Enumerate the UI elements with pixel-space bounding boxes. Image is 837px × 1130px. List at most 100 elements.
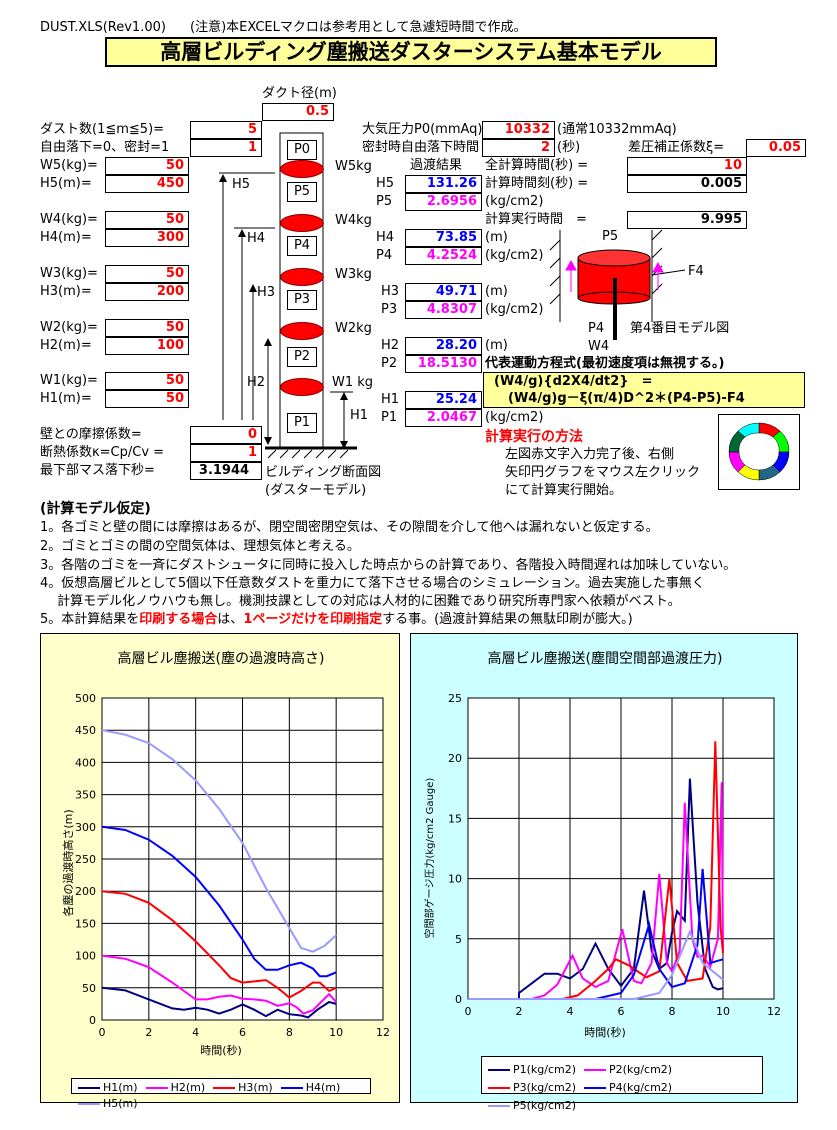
series-line-p5kgcm2 bbox=[468, 928, 724, 1000]
y-tick-label: 200 bbox=[75, 885, 96, 898]
y-tick-label: 300 bbox=[75, 821, 96, 834]
h4-label: H4(m)= bbox=[40, 230, 92, 245]
total-time-label: 全計算時間(秒) = bbox=[485, 158, 589, 173]
legend-swatch bbox=[584, 1069, 607, 1071]
legend-label: P1(kg/cm2) bbox=[513, 1063, 577, 1076]
kappa-label: 断熱係数κ=Cp/Cv = bbox=[40, 445, 165, 460]
legend-label: P4(kg/cm2) bbox=[609, 1081, 673, 1094]
legend-label: P3(kg/cm2) bbox=[513, 1081, 577, 1094]
unit-h4: (m) bbox=[485, 230, 508, 245]
kappa-input[interactable]: 1 bbox=[190, 444, 262, 462]
height-label-h2: H2 bbox=[247, 375, 266, 390]
chart-title: 高層ビル塵搬送(塵間空間部過渡圧力) bbox=[487, 651, 723, 667]
w5-input[interactable]: 50 bbox=[105, 157, 189, 175]
series-line-h3m bbox=[101, 890, 337, 999]
emphasis: 1ページだけを印刷指定 bbox=[243, 612, 383, 627]
result-h5: 131.26 bbox=[405, 175, 482, 193]
space-box-p4: P4 bbox=[287, 236, 317, 256]
dust-disc-w4 bbox=[280, 214, 324, 232]
x-tick-label: 4 bbox=[192, 1026, 199, 1039]
series-line-h1m bbox=[101, 986, 337, 1019]
h4-input[interactable]: 300 bbox=[105, 229, 189, 247]
w1-label: W1(kg)= bbox=[40, 373, 98, 388]
total-time-input[interactable]: 10 bbox=[627, 157, 747, 175]
weight-label-w3: W3kg bbox=[335, 267, 372, 282]
y-tick-label: 15 bbox=[448, 812, 462, 825]
xi-label: 差圧補正係数ξ= bbox=[628, 140, 725, 155]
w1-input[interactable]: 50 bbox=[105, 372, 189, 390]
diagram-caption: ビルディング断面図 bbox=[265, 465, 382, 480]
w4-input[interactable]: 50 bbox=[105, 211, 189, 229]
model-f4-label: F4 bbox=[688, 264, 704, 279]
p0-label: 大気圧力P0(mmAq)= bbox=[362, 122, 494, 137]
dust-count-input[interactable]: 5 bbox=[190, 121, 262, 139]
assumptions-title: (計算モデル仮定) bbox=[40, 501, 151, 517]
series-line-h2m bbox=[101, 954, 337, 1015]
x-tick-label: 10 bbox=[329, 1026, 343, 1039]
friction-input[interactable]: 0 bbox=[190, 426, 262, 444]
xi-input[interactable]: 0.05 bbox=[746, 139, 806, 157]
x-tick-label: 8 bbox=[286, 1026, 293, 1039]
assumption-item: 4。仮想高層ビルとして5個以下任意数ダストを重力にて落下させる場合のシミュレーシ… bbox=[40, 576, 705, 591]
x-tick-label: 4 bbox=[567, 1005, 574, 1018]
result-p1: 2.0467 bbox=[405, 409, 482, 427]
legend-item: H3(m) bbox=[213, 1081, 273, 1095]
y-tick-label: 100 bbox=[75, 950, 96, 963]
h1-input[interactable]: 50 bbox=[105, 390, 189, 408]
time-step-label: 計算時間刻(秒) = bbox=[485, 176, 589, 191]
result-p3: 4.8307 bbox=[405, 301, 482, 319]
legend-swatch bbox=[488, 1105, 510, 1107]
dust-disc-w5 bbox=[280, 160, 324, 178]
run-calculation-button[interactable] bbox=[718, 414, 800, 490]
model-figure bbox=[549, 229, 686, 340]
legend-item: P2(kg/cm2) bbox=[584, 1062, 672, 1078]
legend-label: H1(m) bbox=[103, 1081, 138, 1094]
result-h5-label: H5 bbox=[376, 176, 395, 191]
legend-swatch bbox=[78, 1087, 100, 1089]
w3-input[interactable]: 50 bbox=[105, 265, 189, 283]
unit-h3: (m) bbox=[485, 284, 508, 299]
legend-item: H4(m) bbox=[280, 1081, 341, 1095]
series-line-h5m bbox=[101, 729, 337, 953]
y-tick-label: 25 bbox=[448, 692, 462, 705]
x-tick-label: 6 bbox=[618, 1005, 625, 1018]
legend-swatch bbox=[488, 1069, 510, 1071]
legend-item: H5(m) bbox=[78, 1097, 138, 1111]
note-text: (注意)本EXCELマクロは参考用として急遽短時間で作成。 bbox=[190, 20, 527, 35]
assumption-item-5: 5。本計算結果を印刷する場合は、1ページだけを印刷指定する事。(過渡計算結果の無… bbox=[40, 611, 633, 629]
model-w4-label: W4 bbox=[588, 339, 610, 354]
w3-label: W3(kg)= bbox=[40, 266, 98, 281]
seal-time-input[interactable]: 2 bbox=[482, 139, 555, 157]
mode-label: 自由落下=0、密封=1 bbox=[40, 140, 170, 155]
height-label-h3: H3 bbox=[257, 285, 276, 300]
height-label-h1: H1 bbox=[350, 408, 369, 423]
y-tick-label: 50 bbox=[82, 982, 96, 995]
ground-hatch bbox=[267, 449, 349, 459]
result-h2: 28.20 bbox=[405, 337, 482, 355]
w2-label: W2(kg)= bbox=[40, 320, 98, 335]
friction-arrows bbox=[565, 259, 664, 292]
unit-p1: (kg/cm2) bbox=[485, 410, 544, 425]
x-tick-label: 12 bbox=[376, 1026, 390, 1039]
y-tick-label: 250 bbox=[75, 853, 96, 866]
legend-label: H4(m) bbox=[305, 1081, 341, 1094]
legend-item: P1(kg/cm2) bbox=[488, 1062, 576, 1078]
h1-label: H1(m)= bbox=[40, 391, 92, 406]
file-name: DUST.XLS(Rev1.00) bbox=[40, 20, 166, 35]
y-tick-label: 10 bbox=[448, 873, 462, 886]
w2-input[interactable]: 50 bbox=[105, 319, 189, 337]
equation-title: 代表運動方程式(最初速度項は無視する。) bbox=[485, 356, 725, 371]
duct-diameter-input[interactable]: 0.5 bbox=[262, 103, 334, 121]
p0-input[interactable]: 10332 bbox=[482, 121, 555, 139]
y-tick-label: 5 bbox=[455, 933, 462, 946]
x-tick-label: 2 bbox=[516, 1005, 523, 1018]
y-tick-label: 0 bbox=[455, 993, 462, 1006]
x-tick-label: 10 bbox=[716, 1005, 730, 1018]
h3-input[interactable]: 200 bbox=[105, 283, 189, 301]
assumption-item: 計算モデル化ノウハウも無し。機測技課としての対応は人材的に困難であり研究所専門家… bbox=[40, 594, 681, 609]
h2-input[interactable]: 100 bbox=[105, 337, 189, 355]
howto-title: 計算実行の方法 bbox=[485, 429, 583, 445]
h5-input[interactable]: 450 bbox=[105, 175, 189, 193]
mode-input[interactable]: 1 bbox=[190, 139, 262, 157]
